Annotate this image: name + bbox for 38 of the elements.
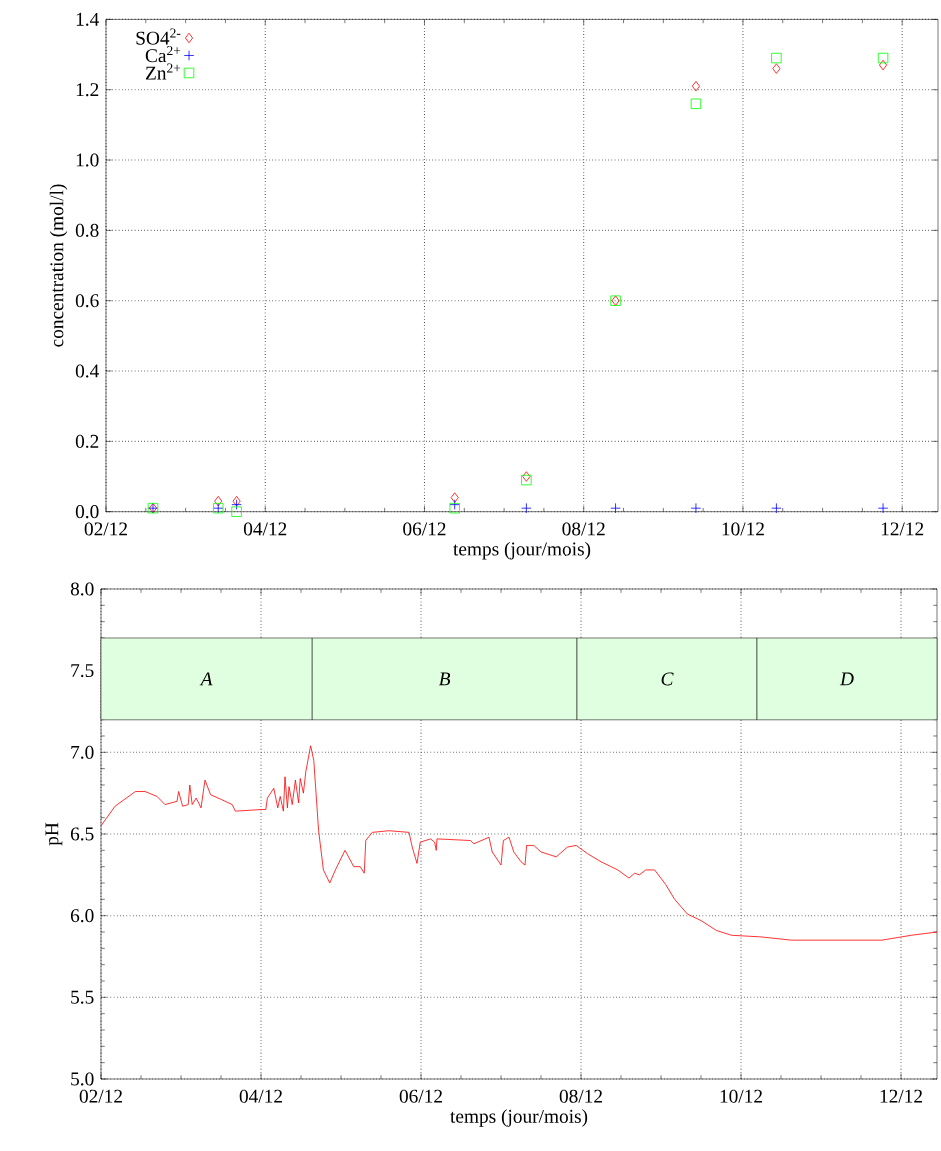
x-tick-label: 08/12 (559, 1089, 602, 1103)
y-tick-label: 5.0 (71, 1072, 94, 1086)
x-tick-label: 12/12 (880, 1089, 922, 1103)
y-tick-label: 5.5 (71, 990, 94, 1004)
x-tick-label: 10/12 (720, 1089, 762, 1103)
y-tick-label: 0.0 (75, 505, 99, 519)
y-tick-label: 0.4 (75, 364, 99, 378)
y-tick-label: 0.8 (75, 223, 99, 237)
y-tick-label: 1.2 (76, 83, 99, 97)
x-tick-label: 04/12 (243, 522, 287, 536)
band-label: C (661, 672, 674, 686)
y-tick-label: 0.2 (75, 434, 99, 448)
x-tick-label: 12/12 (881, 522, 924, 536)
y-axis-title: concentration (mol/l) (49, 184, 68, 347)
x-tick-label: 10/12 (722, 522, 764, 536)
y-tick-label: 7.0 (71, 745, 94, 759)
y-tick-label: 6.0 (70, 909, 94, 923)
x-tick-label: 02/12 (84, 522, 127, 536)
legend-label: Ca$^{2+}$ (145, 46, 181, 63)
band-label: D (839, 672, 854, 686)
x-tick-label: 06/12 (403, 522, 446, 536)
x-axis-title: temps (jour/mois) (453, 541, 591, 560)
y-axis-title: pH (45, 822, 63, 846)
legend-label: SO4$^{2-}$ (136, 28, 181, 45)
x-tick-label: 02/12 (79, 1089, 122, 1103)
band-label: A (199, 672, 213, 686)
y-tick-label: 0.6 (75, 294, 99, 308)
x-tick-label: 04/12 (239, 1089, 282, 1103)
y-tick-label: 6.5 (70, 827, 94, 841)
band-label: B (438, 672, 451, 686)
y-tick-label: 1.4 (76, 12, 99, 26)
x-tick-label: 06/12 (399, 1089, 442, 1103)
x-axis-title: temps (jour/mois) (450, 1109, 588, 1127)
legend-label: Zn$^{2+}$ (145, 63, 181, 80)
y-tick-label: 1.0 (76, 153, 99, 167)
y-tick-label: 7.5 (71, 664, 94, 678)
y-tick-label: 8.0 (70, 582, 94, 596)
x-tick-label: 08/12 (562, 522, 605, 536)
